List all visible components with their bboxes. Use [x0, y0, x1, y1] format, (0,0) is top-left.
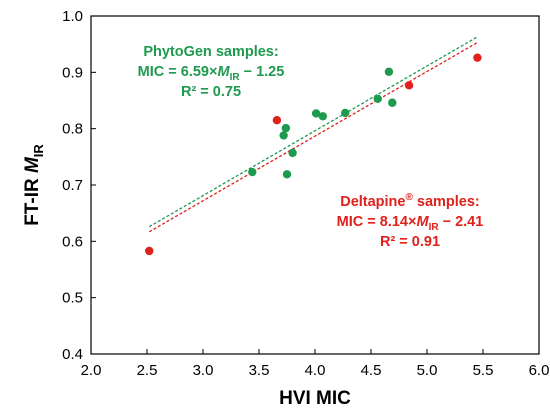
y-tick-label: 0.5: [62, 290, 83, 307]
deltapine-point: [404, 81, 414, 90]
x-tick-label: 5.0: [417, 362, 438, 379]
phytogen-annotation-line3: R² = 0.75: [181, 84, 241, 100]
deltapine-annotation-line2: MIC = 8.14×MIR − 2.41: [337, 214, 484, 233]
regression-lines: [148, 36, 478, 233]
deltapine-title-sup: ®: [405, 192, 413, 203]
phytogen-annotation-line1: PhytoGen samples:: [143, 44, 278, 60]
y-tick-label: 0.6: [62, 233, 83, 250]
deltapine-fit-line: [148, 41, 478, 233]
deltapine-title-rest: samples:: [413, 194, 480, 210]
deltapine-eq-var: M: [416, 214, 429, 230]
y-tick-label: 0.9: [62, 64, 83, 81]
y-tick-label: 1.0: [62, 8, 83, 25]
data-points: [145, 53, 482, 256]
deltapine-point: [145, 246, 154, 256]
deltapine-title-main: Deltapine: [340, 194, 405, 210]
phytogen-point: [318, 112, 328, 121]
x-tick-label: 3.0: [193, 362, 214, 379]
x-tick-label: 3.5: [249, 362, 270, 379]
x-tick-label: 2.0: [81, 362, 102, 379]
phytogen-point: [279, 131, 288, 140]
phytogen-point: [282, 170, 292, 179]
deltapine-eq-prefix: MIC = 8.14×: [337, 214, 417, 230]
x-tick-label: 4.5: [361, 362, 382, 379]
x-tick-label: 5.5: [473, 362, 494, 379]
deltapine-annotation: Deltapine® samples: MIC = 8.14×MIR − 2.4…: [337, 192, 484, 250]
y-axis-title-main: FT-IR: [22, 173, 43, 226]
deltapine-annotation-line3: R² = 0.91: [380, 234, 440, 250]
phytogen-point: [341, 108, 350, 118]
deltapine-eq-sub: IR: [429, 222, 440, 233]
y-axis-title-sub: IR: [31, 144, 46, 158]
phytogen-fit-line: [148, 36, 478, 228]
phytogen-point: [288, 148, 297, 158]
x-tick-label: 6.0: [529, 362, 550, 379]
x-axis-title: HVI MIC: [279, 388, 351, 409]
phytogen-point: [281, 123, 291, 133]
deltapine-point: [272, 116, 282, 125]
y-axis-title-var: M: [22, 156, 43, 173]
phytogen-eq-var: M: [217, 64, 230, 80]
phytogen-point: [388, 98, 397, 107]
phytogen-eq-prefix: MIC = 6.59×: [138, 64, 218, 80]
phytogen-point: [373, 94, 382, 104]
deltapine-eq-suffix: − 2.41: [439, 214, 484, 230]
x-tick-label: 2.5: [137, 362, 158, 379]
phytogen-eq-sub: IR: [230, 72, 241, 83]
y-axis-title: FT-IR MIR: [22, 144, 46, 226]
phytogen-annotation-line2: MIC = 6.59×MIR − 1.25: [138, 64, 285, 83]
deltapine-annotation-line1: Deltapine® samples:: [340, 192, 480, 210]
phytogen-annotation: PhytoGen samples: MIC = 6.59×MIR − 1.25 …: [138, 44, 285, 100]
deltapine-point: [473, 53, 482, 62]
phytogen-point: [384, 67, 394, 76]
y-tick-label: 0.8: [62, 121, 83, 138]
phytogen-point: [248, 167, 257, 177]
y-tick-label: 0.7: [62, 177, 83, 194]
y-tick-label: 0.4: [62, 346, 83, 363]
axis-ticks: 2.0 2.5 3.0 3.5 4.0 4.5 5.0 5.5 6.0 0.4 0.5 0.6 0.7 0…: [62, 8, 549, 379]
x-tick-label: 4.0: [305, 362, 326, 379]
phytogen-eq-suffix: − 1.25: [240, 64, 285, 80]
phytogen-point: [311, 109, 321, 118]
